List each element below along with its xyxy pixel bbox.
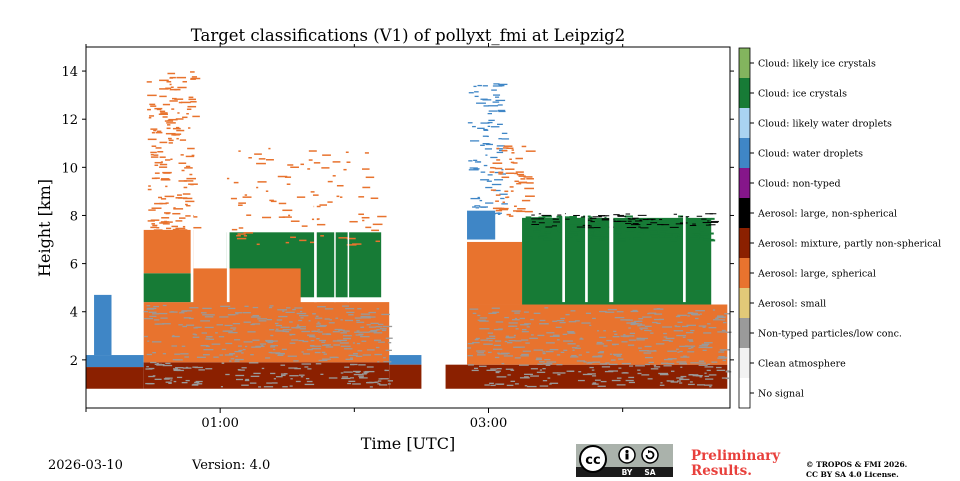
by-text: BY	[622, 468, 633, 477]
y-tick-label: 4	[70, 306, 78, 321]
region-5	[143, 273, 194, 303]
preliminary-line-2: Results.	[691, 463, 752, 479]
region-15	[467, 210, 496, 240]
y-axis-label: Height [km]	[35, 179, 54, 277]
colorbar-segment	[739, 228, 750, 258]
region-8	[193, 268, 301, 307]
colorbar-segment	[739, 138, 750, 168]
colorbar-segment	[739, 108, 750, 138]
region-14	[467, 241, 523, 305]
y-tick-label: 10	[61, 161, 78, 176]
y-tick-label: 12	[61, 113, 78, 128]
region-2	[94, 294, 112, 356]
copyright-notice: © TROPOS & FMI 2026. CC BY SA 4.0 Licens…	[806, 460, 907, 480]
colorbar-label: Cloud: non-typed	[758, 179, 841, 190]
colorbar-segment	[739, 348, 750, 378]
colorbar-label: Aerosol: mixture, partly non-spherical	[757, 239, 941, 250]
colorbar-label: Clean atmosphere	[758, 359, 846, 370]
colorbar-label: Cloud: likely water droplets	[758, 119, 892, 130]
plot-frame	[85, 46, 731, 409]
colorbar-segment	[739, 378, 750, 408]
colorbar-label: Cloud: likely ice crystals	[758, 59, 876, 70]
region-6	[143, 229, 194, 274]
texture-layer	[143, 71, 732, 388]
cc-logo-text: cc	[585, 453, 600, 468]
colorbar-segment	[739, 258, 750, 288]
preliminary-notice: Preliminary Results.	[691, 449, 780, 479]
x-tick-label: 03:00	[470, 416, 507, 431]
colorbar-segment	[739, 168, 750, 198]
colorbar-segment	[739, 48, 750, 78]
colorbar-label: Aerosol: large, spherical	[757, 269, 876, 280]
region-0	[86, 355, 144, 368]
x-axis-label: Time [UTC]	[361, 434, 455, 453]
axes-layer: 2 4 6 8 10 12 14 01:00 03:00	[61, 43, 734, 431]
sa-share-icon	[641, 446, 659, 464]
colorbar-segment	[739, 288, 750, 318]
cc-logo-icon	[579, 445, 607, 473]
copyright-line-1: © TROPOS & FMI 2026.	[806, 460, 908, 469]
y-tick-label: 8	[70, 209, 78, 224]
y-tick-label: 14	[61, 65, 78, 80]
colorbar-label: No signal	[758, 389, 804, 400]
region-9	[389, 355, 422, 365]
colorbar-label: Cloud: ice crystals	[758, 89, 847, 100]
colorbar-segment	[739, 78, 750, 108]
colorbar-label: Aerosol: small	[757, 299, 826, 310]
sa-text: SA	[644, 468, 655, 477]
chart-title: Target classifications (V1) of pollyxt_f…	[191, 26, 625, 45]
colorbar-frame	[738, 47, 751, 409]
cc-license-badge: cc BY SA	[576, 444, 673, 477]
y-tick-label: 6	[70, 258, 78, 273]
region-10	[389, 364, 422, 389]
preliminary-line-1: Preliminary	[691, 448, 781, 464]
colorbar-legend: No signal Clean atmosphere Non-typed parti…	[738, 47, 941, 409]
version-label: Version: 4.0	[192, 458, 271, 473]
y-tick-label: 2	[70, 354, 78, 369]
colorbar-label: Cloud: water droplets	[758, 149, 863, 160]
colorbar-label: Non-typed particles/low conc.	[758, 329, 902, 340]
region-3	[143, 362, 390, 389]
colorbar-label: Aerosol: large, non-spherical	[757, 209, 897, 220]
colorbar-segment	[739, 198, 750, 228]
x-tick-label: 01:00	[201, 416, 238, 431]
colorbar-segment	[739, 318, 750, 348]
date-label: 2026-03-10	[48, 458, 123, 473]
badge-strip	[576, 467, 673, 477]
copyright-line-2: CC BY SA 4.0 License.	[806, 470, 899, 479]
data-layer	[86, 71, 732, 389]
region-1	[86, 367, 144, 389]
region-12	[467, 304, 728, 365]
